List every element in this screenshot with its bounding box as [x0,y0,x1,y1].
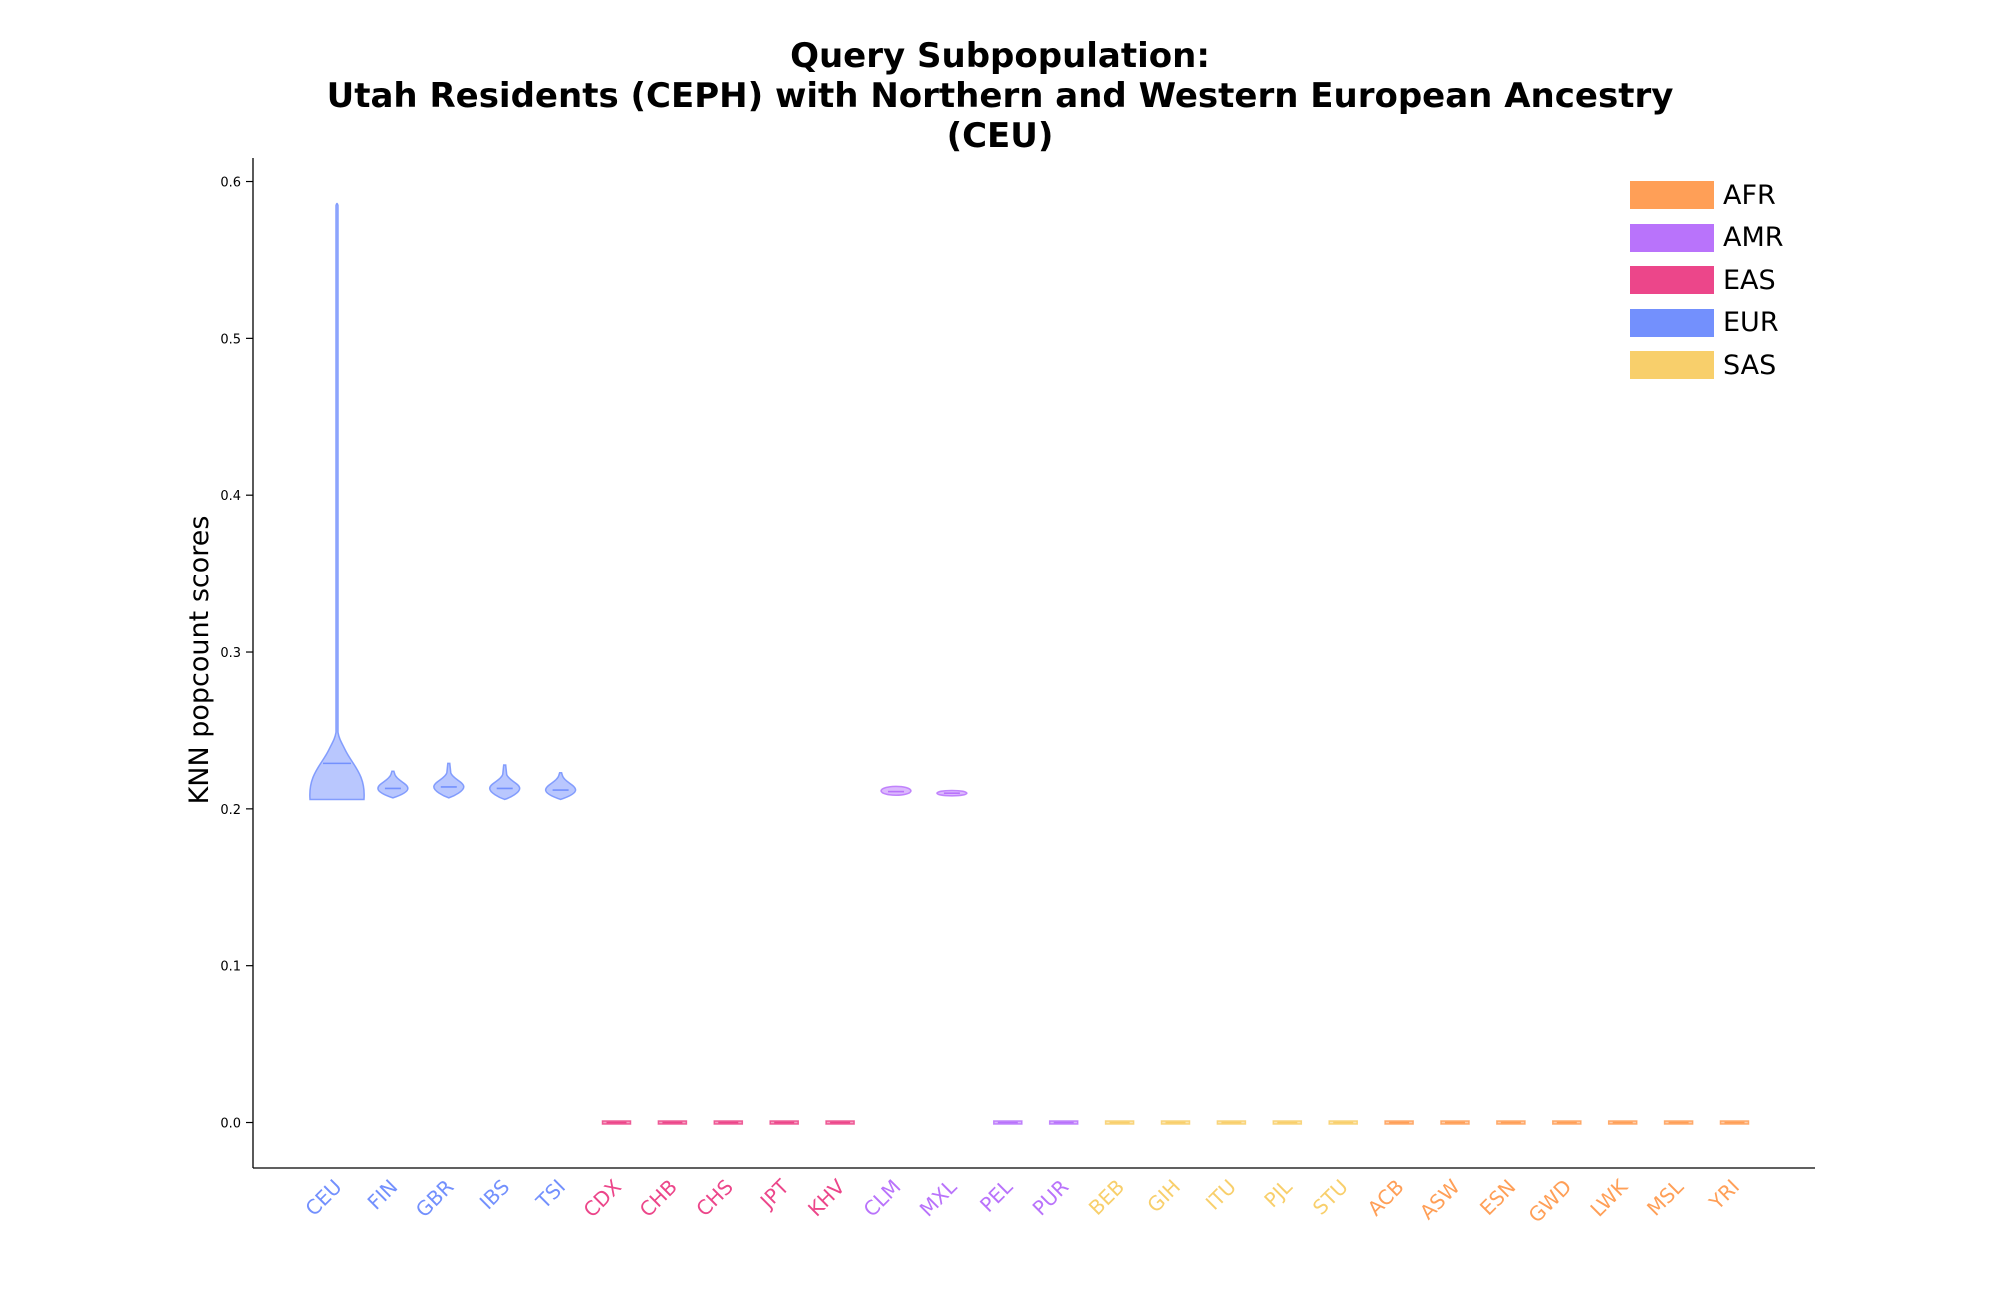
violin-stu [1328,1120,1358,1125]
x-tick-label: KHV [803,1174,850,1221]
chart-title-line-3: (CEU) [946,116,1054,156]
y-tick-label: 0.6 [220,176,241,191]
legend-swatch [1630,181,1714,210]
x-tick-label: CHB [635,1175,682,1222]
violin-ibs [488,764,521,801]
y-axis-label: KNN popcount scores [184,516,215,805]
violin-acb [1384,1120,1414,1125]
violin-msl [1663,1120,1694,1125]
axes [252,158,1815,1169]
violin-mxl [936,789,968,797]
y-tick-label: 0.1 [220,960,241,975]
violin-body [544,772,577,801]
chart-title-line-1: Query Subpopulation: [790,36,1210,76]
violins [309,202,1750,1125]
x-tick-label: PUR [1028,1175,1074,1221]
chart-title-line-2: Utah Residents (CEPH) with Northern and … [326,76,1674,116]
x-tick-label: ITU [1201,1175,1241,1215]
legend-item: AFR [1630,174,1784,217]
violin-jpt [769,1120,799,1125]
y-tick-label: 0.3 [220,646,241,661]
violin-beb [1104,1120,1135,1125]
x-tick-label: ACB [1363,1175,1409,1221]
violin-chb [657,1120,688,1125]
violin-tsi [544,772,577,801]
violin-asw [1440,1120,1470,1125]
x-tick-label: ESN [1475,1175,1520,1220]
x-tick-label: GWD [1524,1175,1577,1228]
x-tick-label: YRI [1704,1175,1744,1215]
legend: AFR AMR EAS EUR SAS [1630,174,1784,387]
x-ticks: CEU FIN GBR IBS TSI CDX CHB CHS JPT KHV CLM MXL PEL P… [300,1174,1744,1227]
x-tick-label: LWK [1585,1174,1632,1221]
violin-pur [1048,1120,1079,1125]
legend-label: AFR [1723,179,1776,211]
legend-item: EUR [1630,302,1784,345]
y-ticks: 0.0 0.1 0.2 0.3 0.4 0.5 0.6 [220,176,253,1132]
x-tick-label: TSI [531,1175,570,1214]
legend-item: AMR [1630,217,1784,260]
legend-item: EAS [1630,259,1784,302]
violin-chs [713,1120,744,1125]
violin-yri [1719,1120,1750,1125]
violin-lwk [1607,1120,1638,1125]
x-tick-label: PEL [975,1174,1018,1217]
x-tick-label: CLM [859,1175,906,1222]
violin-body [309,202,365,801]
legend-swatch [1630,351,1714,380]
legend-label: AMR [1723,222,1784,254]
legend-swatch [1630,266,1714,295]
violin-itu [1216,1120,1247,1125]
violin-gih [1160,1120,1191,1125]
violin-khv [825,1120,855,1125]
y-tick-label: 0.2 [220,803,241,818]
violin-ceu [309,202,365,801]
violin-fin [377,770,409,799]
x-tick-label: ASW [1415,1174,1465,1224]
y-tick-label: 0.4 [220,489,241,504]
y-tick-label: 0.0 [220,1117,241,1132]
legend-swatch [1630,223,1714,252]
x-tick-label: CEU [300,1175,346,1221]
x-tick-label: STU [1308,1175,1353,1220]
legend-item: SAS [1630,344,1784,387]
y-tick-label: 0.5 [220,332,241,347]
x-tick-label: PJL [1259,1174,1297,1212]
x-tick-label: FIN [363,1175,403,1215]
violin-pjl [1272,1120,1303,1125]
x-tick-label: GIH [1142,1175,1185,1218]
violin-clm [880,785,912,797]
x-tick-label: GBR [411,1174,459,1222]
x-tick-label: JPT [754,1174,794,1214]
x-tick-label: MXL [915,1174,962,1221]
x-tick-label: CHS [691,1175,737,1221]
x-tick-label: CDX [579,1174,627,1222]
violin-gwd [1552,1120,1582,1125]
x-tick-label: IBS [475,1175,515,1215]
x-tick-label: MSL [1642,1174,1689,1221]
violin-body [433,762,465,799]
legend-label: EUR [1723,307,1779,339]
violin-gbr [433,762,465,799]
legend-label: EAS [1723,264,1776,296]
legend-label: SAS [1723,349,1777,381]
legend-swatch [1630,308,1714,337]
violin-pel [993,1120,1023,1125]
violin-body [488,764,521,801]
violin-cdx [601,1120,632,1125]
violin-esn [1496,1120,1526,1125]
x-tick-label: BEB [1084,1175,1129,1220]
violin-body [377,770,409,799]
